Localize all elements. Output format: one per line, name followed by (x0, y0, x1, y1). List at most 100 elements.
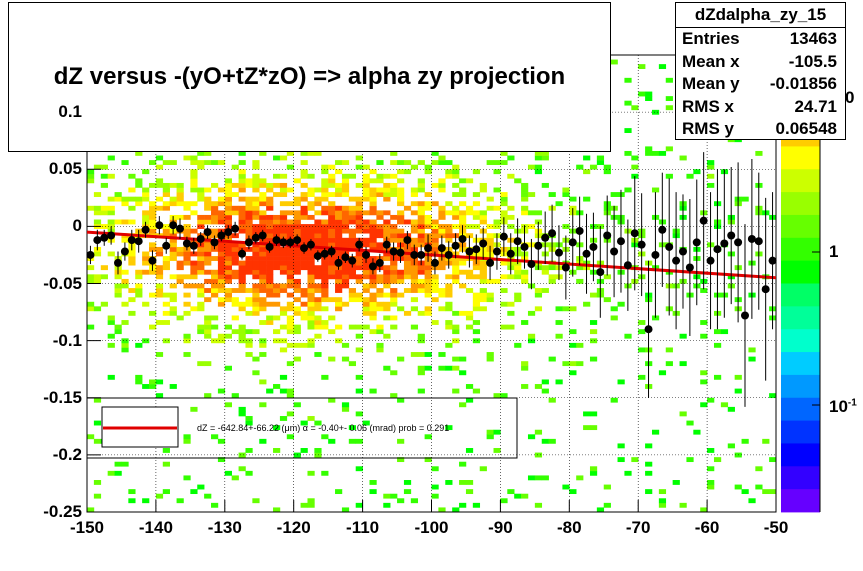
heatmap-cell (87, 324, 95, 330)
heatmap-cell (231, 256, 239, 261)
heatmap-cell (197, 187, 205, 193)
heatmap-cell (224, 182, 232, 188)
profile-point (465, 247, 474, 256)
heatmap-cell (224, 246, 232, 252)
heatmap-cell (252, 301, 260, 307)
heatmap-cell (658, 64, 667, 70)
heatmap-cell (128, 196, 136, 202)
heatmap-cell (390, 214, 398, 220)
profile-point (368, 262, 377, 271)
heatmap-cell (555, 306, 563, 312)
heatmap-cell (238, 406, 246, 412)
heatmap-cell (362, 306, 370, 312)
heatmap-cell (204, 361, 212, 367)
heatmap-cell (190, 283, 198, 289)
heatmap-cell (576, 278, 584, 284)
heatmap-cell (431, 283, 439, 289)
heatmap-cell (445, 288, 453, 293)
heatmap-cell (300, 169, 308, 175)
heatmap-cell (521, 182, 529, 188)
heatmap-cell (713, 374, 722, 380)
colorbar-swatch (781, 489, 820, 513)
stats-row-mean-y: Mean y -0.01856 (682, 74, 837, 93)
heatmap-cell (355, 256, 363, 261)
heatmap-cell (424, 265, 432, 271)
heatmap-cell (197, 292, 205, 298)
heatmap-cell (183, 260, 191, 266)
heatmap-cell (438, 260, 446, 266)
heatmap-cell (217, 265, 226, 271)
heatmap-cell (224, 297, 232, 303)
heatmap-cell (217, 160, 226, 165)
heatmap-cell (149, 228, 157, 234)
heatmap-cell (300, 196, 308, 202)
heatmap-cell (273, 173, 281, 179)
heatmap-cell (238, 278, 246, 284)
heatmap-cell (149, 379, 157, 385)
heatmap-cell (534, 292, 543, 298)
heatmap-cell (452, 182, 460, 188)
heatmap-cell (321, 237, 329, 243)
heatmap-cell (397, 438, 405, 444)
heatmap-cell (176, 196, 184, 202)
heatmap-cell (417, 283, 425, 289)
heatmap-cell (321, 274, 329, 280)
heatmap-cell (424, 283, 432, 289)
heatmap-cell (459, 219, 467, 225)
heatmap-cell (355, 224, 363, 229)
heatmap-cell (142, 214, 150, 220)
heatmap-cell (183, 438, 191, 444)
heatmap-cell (224, 251, 232, 257)
heatmap-cell (486, 429, 494, 435)
heatmap-cell (500, 301, 508, 307)
heatmap-cell (417, 338, 425, 344)
heatmap-cell (252, 182, 260, 188)
heatmap-cell (238, 169, 246, 175)
heatmap-cell (190, 269, 198, 275)
heatmap-cell (521, 365, 529, 371)
heatmap-cell (720, 329, 729, 335)
profile-point (100, 233, 109, 242)
heatmap-cell (479, 214, 487, 220)
heatmap-cell (335, 278, 343, 284)
heatmap-cell (300, 228, 308, 234)
heatmap-cell (527, 475, 536, 481)
stats-row-mean-x: Mean x -105.5 (682, 51, 837, 71)
y-tick-label: 0.1 (58, 102, 82, 122)
profile-point (141, 225, 150, 234)
heatmap-cell (459, 283, 467, 289)
heatmap-cell (114, 283, 122, 289)
heatmap-cell (293, 214, 301, 220)
heatmap-cell (438, 205, 446, 211)
heatmap-cell (279, 416, 288, 421)
heatmap-cell (507, 155, 515, 161)
heatmap-cell (155, 265, 164, 271)
heatmap-cell (321, 434, 329, 440)
heatmap-cell (266, 201, 274, 207)
heatmap-cell (479, 297, 487, 303)
profile-point (603, 231, 612, 240)
heatmap-cell (403, 265, 412, 271)
heatmap-cell (390, 324, 398, 330)
heatmap-cell (231, 274, 239, 280)
heatmap-cell (273, 155, 281, 161)
profile-point (644, 325, 653, 334)
heatmap-cell (149, 219, 157, 225)
heatmap-cell (252, 187, 260, 193)
heatmap-cell (383, 493, 391, 499)
heatmap-cell (252, 196, 260, 202)
heatmap-cell (286, 201, 294, 207)
heatmap-cell (245, 246, 253, 252)
heatmap-cell (300, 301, 308, 307)
heatmap-cell (100, 173, 108, 179)
heatmap-cell (259, 301, 267, 307)
heatmap-cell (355, 278, 363, 284)
heatmap-cell (665, 96, 673, 101)
heatmap-cell (93, 210, 102, 216)
heatmap-cell (465, 480, 474, 485)
heatmap-cell (149, 292, 157, 298)
heatmap-cell (493, 169, 501, 175)
heatmap-cell (259, 320, 267, 325)
heatmap-cell (348, 425, 357, 431)
heatmap-cell (266, 219, 274, 225)
